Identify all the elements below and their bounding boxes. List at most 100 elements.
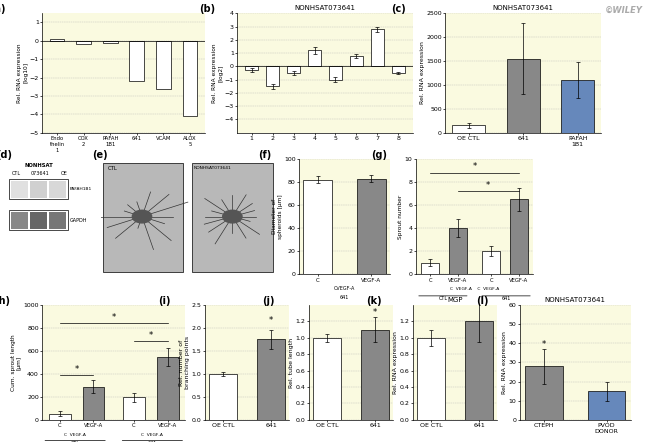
Text: *: * xyxy=(75,365,79,374)
Text: (k): (k) xyxy=(367,296,382,306)
Bar xyxy=(183,41,198,116)
Text: *: * xyxy=(373,308,377,317)
Bar xyxy=(266,66,279,86)
Bar xyxy=(525,366,563,420)
Bar xyxy=(209,374,237,420)
Text: CTL: CTL xyxy=(71,441,80,442)
Text: *: * xyxy=(486,181,491,191)
Circle shape xyxy=(133,210,151,223)
Text: CTL: CTL xyxy=(108,166,118,171)
Bar xyxy=(49,181,66,198)
Title: NONHSAT073641: NONHSAT073641 xyxy=(545,297,606,303)
Y-axis label: Rel. tube length: Rel. tube length xyxy=(289,337,294,388)
Text: NONHSAT073641: NONHSAT073641 xyxy=(194,166,231,170)
Bar xyxy=(30,181,47,198)
Bar xyxy=(103,163,183,272)
Text: OE: OE xyxy=(341,305,348,309)
Bar xyxy=(10,181,27,198)
Bar xyxy=(9,179,68,199)
Bar xyxy=(192,163,273,272)
Bar xyxy=(482,251,500,274)
Text: ©WILEY: ©WILEY xyxy=(604,6,642,15)
Y-axis label: Rel. RNA expression
[log2]: Rel. RNA expression [log2] xyxy=(213,43,223,103)
Y-axis label: Rel. RNA expression: Rel. RNA expression xyxy=(420,42,424,104)
Text: CTL: CTL xyxy=(438,297,447,301)
Bar xyxy=(76,41,91,44)
Bar xyxy=(83,387,105,420)
Bar xyxy=(49,212,66,229)
Bar xyxy=(392,66,405,73)
Bar xyxy=(588,391,625,420)
Text: *: * xyxy=(112,313,116,322)
Bar xyxy=(329,66,342,80)
Bar xyxy=(308,50,321,66)
Bar xyxy=(371,29,384,66)
Text: (e): (e) xyxy=(92,150,108,160)
Bar xyxy=(49,414,71,420)
Text: *: * xyxy=(473,163,476,171)
Text: C  VEGF-A: C VEGF-A xyxy=(142,433,163,437)
Text: CTL: CTL xyxy=(12,171,21,175)
Bar xyxy=(465,321,493,420)
Bar xyxy=(350,56,363,66)
Bar xyxy=(303,180,333,274)
Text: CVEGF-A: CVEGF-A xyxy=(334,286,355,291)
Y-axis label: Diameter of
spheroids [μm]: Diameter of spheroids [μm] xyxy=(272,194,283,239)
Y-axis label: Sprout number: Sprout number xyxy=(398,194,404,239)
Bar xyxy=(10,212,27,229)
Text: (f): (f) xyxy=(258,150,271,160)
Text: 641: 641 xyxy=(501,297,511,301)
Text: (j): (j) xyxy=(262,296,275,306)
Text: (h): (h) xyxy=(0,296,10,306)
Text: (d): (d) xyxy=(0,150,12,160)
Bar xyxy=(449,228,467,274)
Bar xyxy=(417,338,445,420)
Y-axis label: Rel. RNA expression
[log10]: Rel. RNA expression [log10] xyxy=(18,43,28,103)
Bar xyxy=(313,338,341,420)
Text: (b): (b) xyxy=(199,4,215,14)
Bar xyxy=(421,263,439,274)
Bar xyxy=(245,66,258,70)
Text: (c): (c) xyxy=(391,4,406,14)
Y-axis label: Rel. number of
branching points: Rel. number of branching points xyxy=(179,336,190,389)
Bar xyxy=(257,339,285,420)
Text: *: * xyxy=(269,316,273,325)
Y-axis label: Rel. RNA expression: Rel. RNA expression xyxy=(502,331,507,394)
Bar xyxy=(30,212,47,229)
Text: NONHSAT: NONHSAT xyxy=(24,163,53,168)
Y-axis label: Rel. RNA expression: Rel. RNA expression xyxy=(393,331,398,394)
Y-axis label: Cum. sprout length
[μm]: Cum. sprout length [μm] xyxy=(11,334,22,391)
Bar xyxy=(562,80,594,133)
Bar xyxy=(103,41,118,42)
Text: GAPDH: GAPDH xyxy=(70,217,87,222)
Text: 073641: 073641 xyxy=(31,171,49,175)
Title: NONHSAT073641: NONHSAT073641 xyxy=(493,5,554,11)
Text: C  VEGF-A    C  VEGF-A: C VEGF-A C VEGF-A xyxy=(450,287,499,291)
Bar xyxy=(123,397,145,420)
Text: (i): (i) xyxy=(159,296,171,306)
Text: OE: OE xyxy=(60,171,68,175)
Text: *: * xyxy=(149,331,153,340)
Text: OE: OE xyxy=(471,307,478,312)
Text: 641: 641 xyxy=(148,441,157,442)
Bar xyxy=(507,59,540,133)
Text: PAFAH1B1: PAFAH1B1 xyxy=(70,187,92,191)
Bar xyxy=(510,199,528,274)
Bar xyxy=(156,41,171,88)
Title: MGP: MGP xyxy=(447,297,463,303)
Text: (g): (g) xyxy=(372,150,387,160)
Bar xyxy=(157,357,179,420)
Bar xyxy=(361,330,389,420)
Text: (a): (a) xyxy=(0,4,6,14)
Bar xyxy=(356,179,386,274)
Circle shape xyxy=(223,210,242,223)
Bar xyxy=(287,66,300,73)
Bar xyxy=(9,210,68,230)
Bar xyxy=(49,38,64,41)
Text: 641: 641 xyxy=(340,295,349,300)
Text: *: * xyxy=(541,340,546,349)
Bar xyxy=(129,41,144,81)
Text: (l): (l) xyxy=(476,296,488,306)
Text: C  VEGF-A: C VEGF-A xyxy=(64,433,86,437)
Bar xyxy=(452,126,485,133)
